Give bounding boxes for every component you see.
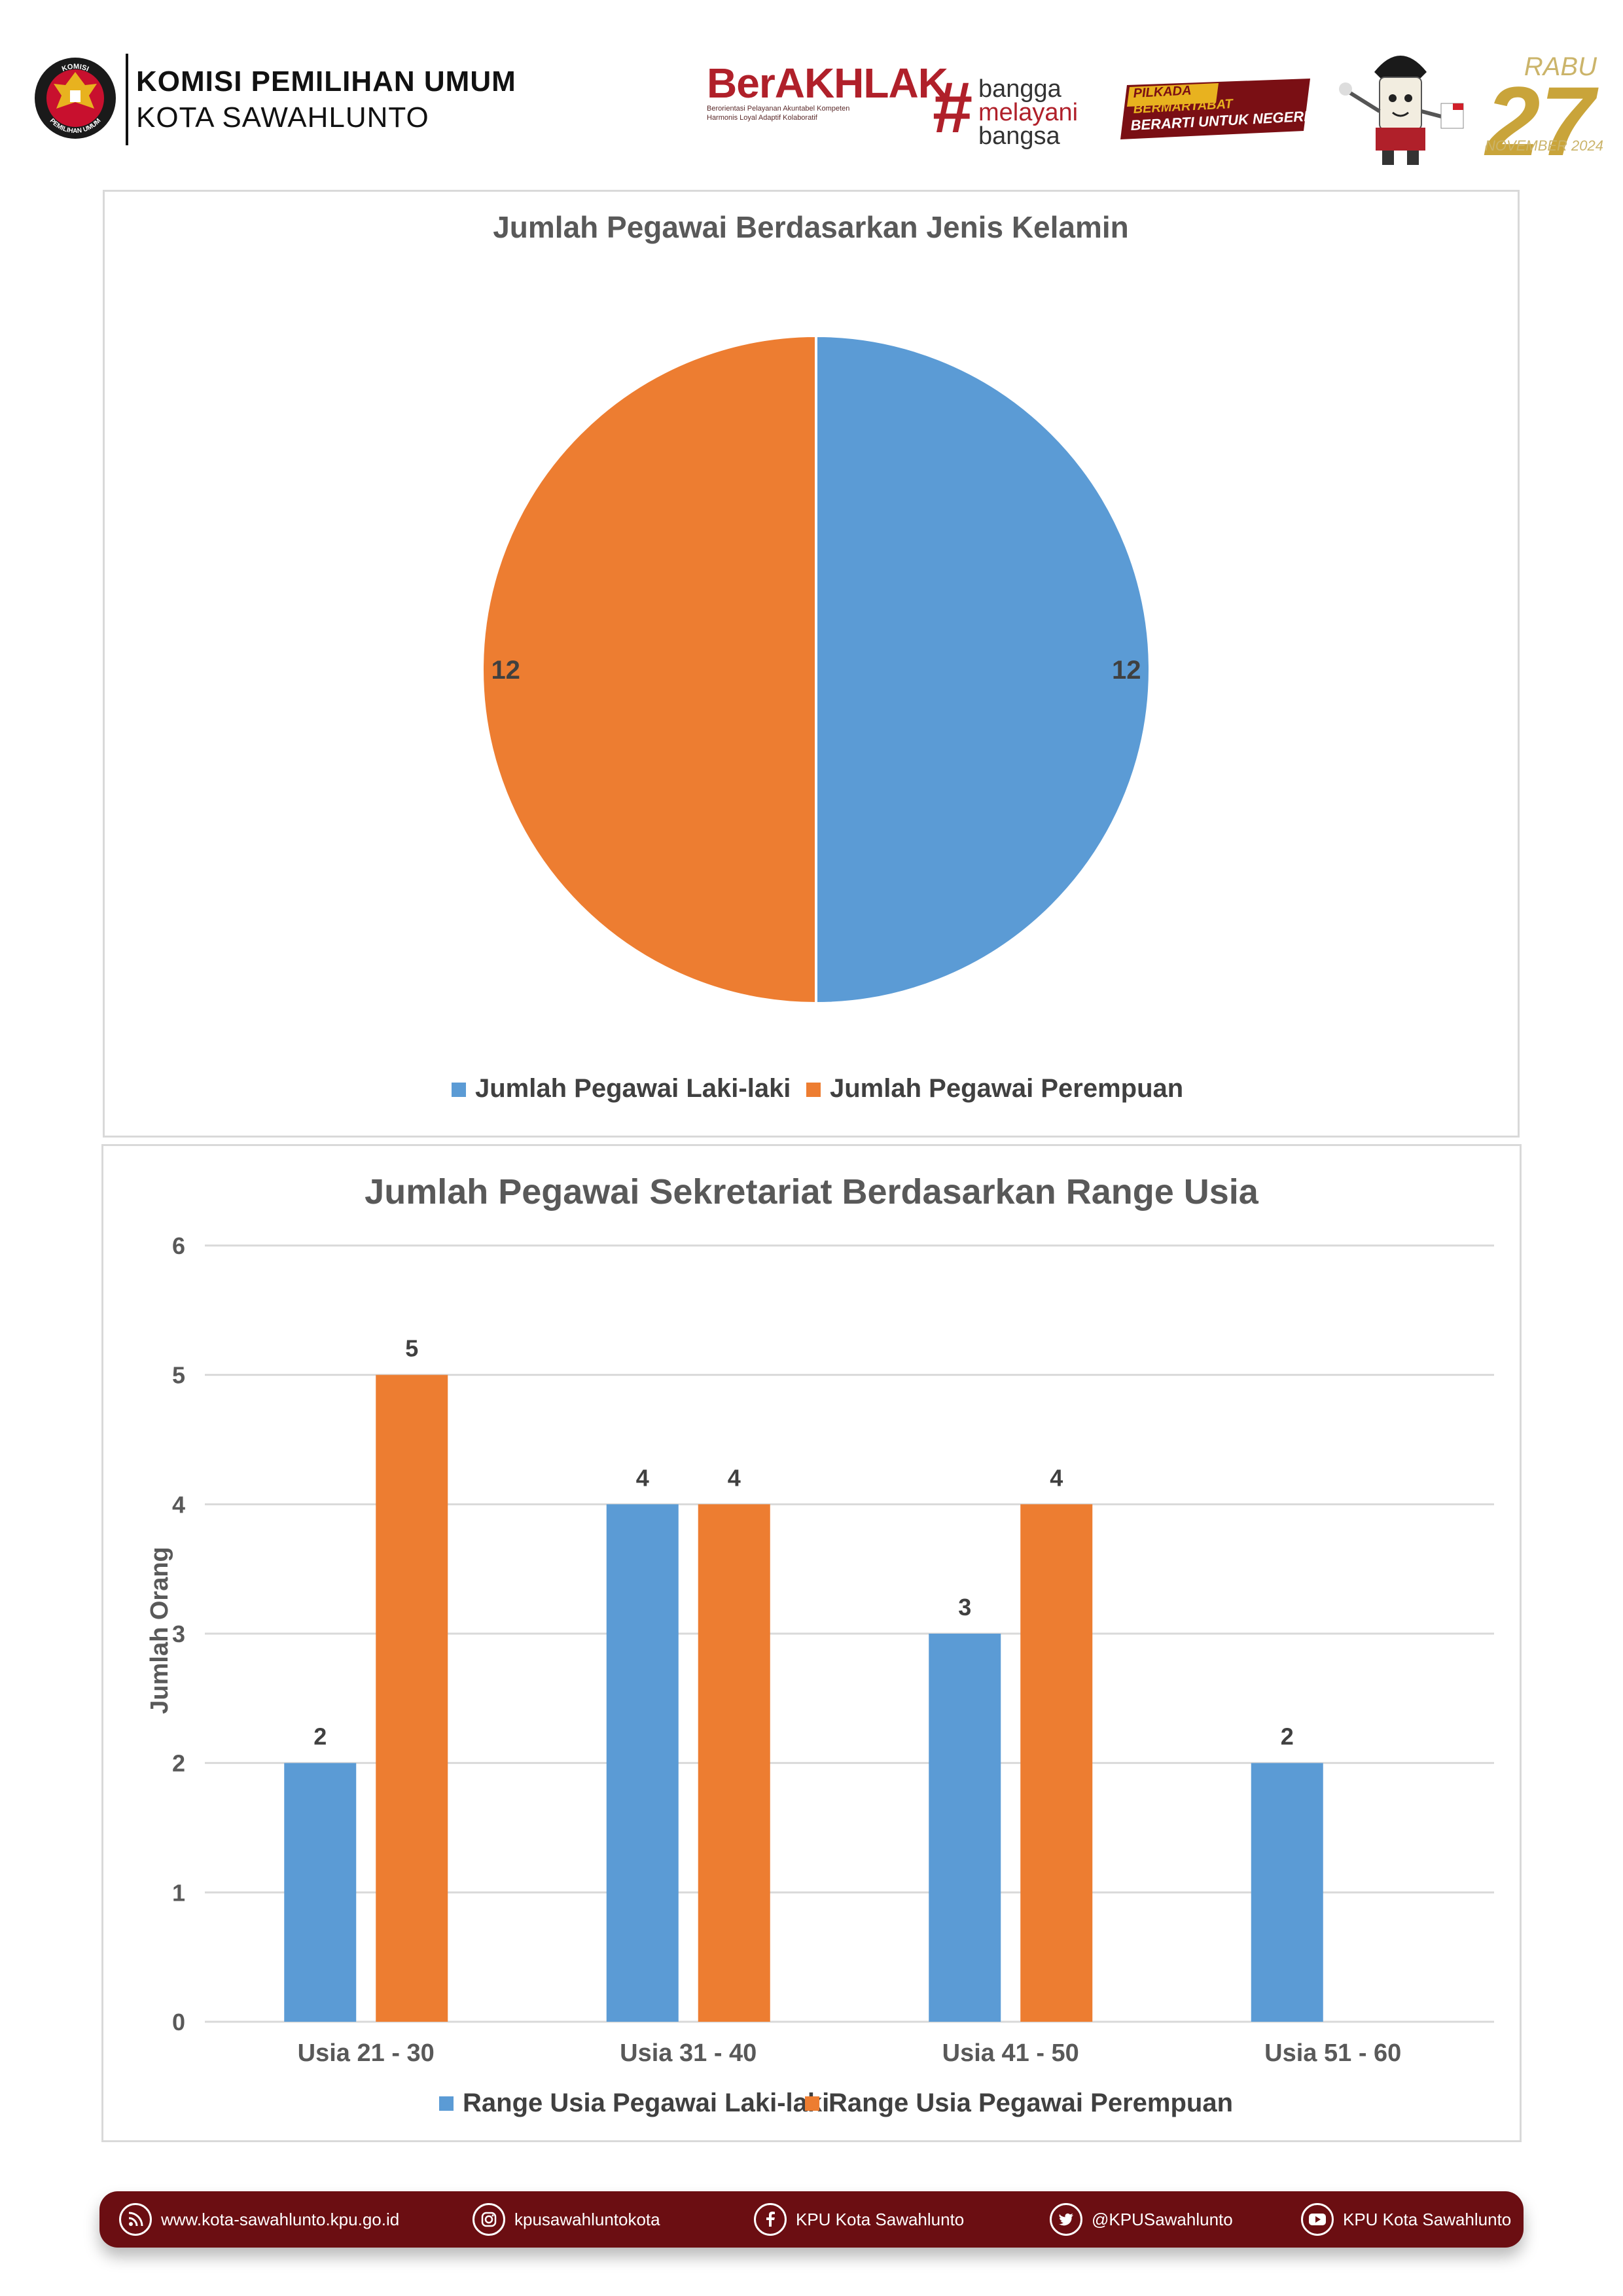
- svg-text:KOMISI: KOMISI: [61, 63, 90, 73]
- footer-twitter-label: @KPUSawahlunto: [1092, 2209, 1233, 2229]
- y-tick-label: 0: [172, 2009, 185, 2036]
- anniversary-badge: RABU 27 NOVEMBER 2024: [1479, 52, 1610, 170]
- bangga-line-2: melayani: [978, 99, 1079, 126]
- org-city: KOTA SAWAHLUNTO: [136, 101, 429, 134]
- gender-pie-chart: Jumlah Pegawai Berdasarkan Jenis Kelamin…: [452, 210, 1183, 1103]
- footer-youtube-link[interactable]: KPU Kota Sawahlunto: [1301, 2191, 1511, 2248]
- bar-male: [606, 1504, 679, 2022]
- instagram-icon: [473, 2203, 505, 2236]
- bar-male: [929, 1634, 1001, 2022]
- footer-bar: www.kota-sawahlunto.kpu.go.id kpusawahlu…: [99, 2191, 1524, 2248]
- age-chart-panel: Jumlah Pegawai Sekretariat Berdasarkan R…: [101, 1144, 1522, 2142]
- pie-slice-male: [815, 334, 1151, 1005]
- twitter-icon: [1050, 2203, 1082, 2236]
- bar-data-label: 2: [313, 1723, 327, 1750]
- y-axis-label: Jumlah Orang: [146, 1547, 173, 1714]
- header-divider: [126, 54, 128, 145]
- bar-legend-label: Range Usia Pegawai Laki-laki: [463, 2089, 829, 2117]
- facebook-icon: [754, 2203, 787, 2236]
- y-tick-label: 4: [172, 1491, 185, 1518]
- x-tick-label: Usia 31 - 40: [620, 2039, 757, 2067]
- footer-instagram-label: kpusawahluntokota: [514, 2209, 660, 2229]
- bar-legend-label: Range Usia Pegawai Perempuan: [829, 2089, 1233, 2117]
- x-tick-label: Usia 21 - 30: [298, 2039, 435, 2067]
- pie-legend-swatch: [452, 1083, 466, 1097]
- hashtag-icon: #: [933, 67, 973, 148]
- bar-data-label: 2: [1281, 1723, 1294, 1750]
- y-tick-label: 6: [172, 1232, 185, 1259]
- bangga-melayani-logo: # bangga melayani bangsa: [933, 72, 1103, 151]
- mascot-illustration: [1339, 56, 1464, 165]
- bar-female: [1020, 1504, 1093, 2022]
- org-name: KOMISI PEMILIHAN UMUM: [136, 65, 516, 98]
- pilkada-logo: PILKADA BERMARTABAT BERARTI UNTUK NEGERI: [1120, 79, 1310, 139]
- pie-slice-female: [481, 334, 817, 1005]
- page-header: KOMISI PEMILIHAN UMUM KOMISI PEMILIHAN U…: [0, 0, 1623, 177]
- pie-legend-label: Jumlah Pegawai Perempuan: [830, 1074, 1183, 1103]
- berakhlak-tagline-2: Harmonis Loyal Adaptif Kolaboratif: [707, 114, 817, 122]
- berakhlak-logo: BerAKHLAK Berorientasi Pelayanan Akuntab…: [707, 60, 948, 147]
- pie-chart-title: Jumlah Pegawai Berdasarkan Jenis Kelamin: [493, 210, 1129, 244]
- footer-instagram-link[interactable]: kpusawahluntokota: [473, 2191, 660, 2248]
- age-bar-chart: Jumlah Pegawai Sekretariat Berdasarkan R…: [146, 1172, 1494, 2117]
- anniversary-day: RABU: [1524, 52, 1597, 81]
- footer-facebook-link[interactable]: KPU Kota Sawahlunto: [754, 2191, 964, 2248]
- berakhlak-word: BerAKHLAK: [707, 60, 948, 107]
- footer-website-link[interactable]: www.kota-sawahlunto.kpu.go.id: [119, 2191, 399, 2248]
- footer-twitter-link[interactable]: @KPUSawahlunto: [1050, 2191, 1233, 2248]
- footer-facebook-label: KPU Kota Sawahlunto: [796, 2209, 965, 2229]
- kpu-logo: KOMISI PEMILIHAN UMUM: [35, 58, 116, 139]
- footer-website-label: www.kota-sawahlunto.kpu.go.id: [161, 2209, 400, 2229]
- x-tick-label: Usia 51 - 60: [1264, 2039, 1401, 2067]
- pilkada-line-1: PILKADA: [1133, 83, 1192, 101]
- footer-youtube-label: KPU Kota Sawahlunto: [1343, 2209, 1512, 2229]
- bangga-line-3: bangsa: [978, 122, 1060, 150]
- x-tick-label: Usia 41 - 50: [942, 2039, 1079, 2067]
- youtube-icon: [1301, 2203, 1334, 2236]
- bar-legend-swatch: [805, 2096, 819, 2111]
- bar-female: [376, 1374, 448, 2022]
- bar-data-label: 5: [405, 1335, 418, 1362]
- y-tick-label: 1: [172, 1879, 185, 1906]
- bar-data-label: 3: [958, 1594, 971, 1621]
- y-tick-label: 5: [172, 1362, 185, 1389]
- anniversary-sub: NOVEMBER 2024: [1485, 137, 1603, 154]
- pie-data-label: 12: [491, 656, 520, 685]
- bar-data-label: 4: [1050, 1464, 1063, 1491]
- bar-legend-swatch: [439, 2096, 454, 2111]
- gender-chart-panel: Jumlah Pegawai Berdasarkan Jenis Kelamin…: [103, 190, 1520, 1138]
- bar-female: [698, 1504, 770, 2022]
- bar-male: [1251, 1763, 1323, 2022]
- bar-male: [284, 1763, 357, 2022]
- bar-data-label: 4: [728, 1464, 741, 1491]
- pie-legend-label: Jumlah Pegawai Laki-laki: [475, 1074, 791, 1103]
- website-icon: [119, 2203, 152, 2236]
- y-tick-label: 3: [172, 1621, 185, 1647]
- bangga-line-1: bangga: [978, 75, 1061, 103]
- pie-data-label: 12: [1112, 656, 1141, 685]
- bar-data-label: 4: [636, 1464, 649, 1491]
- y-tick-label: 2: [172, 1750, 185, 1777]
- kpu-logo-ring-top: KOMISI: [61, 63, 90, 73]
- berakhlak-tagline-1: Berorientasi Pelayanan Akuntabel Kompete…: [707, 105, 850, 113]
- bar-chart-title: Jumlah Pegawai Sekretariat Berdasarkan R…: [365, 1172, 1259, 1211]
- anniversary-number: 27: [1486, 66, 1595, 176]
- pie-legend-swatch: [806, 1083, 821, 1097]
